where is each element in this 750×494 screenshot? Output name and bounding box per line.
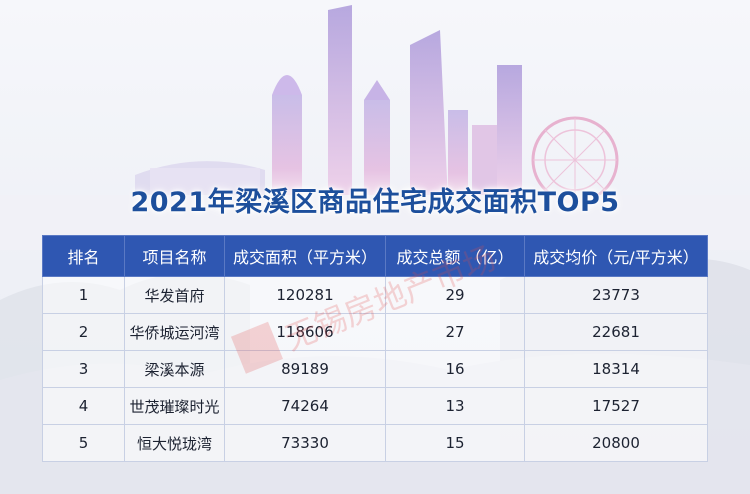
cell-rank: 2 [42, 313, 125, 351]
header-avg-price: 成交均价（元/平方米） [524, 235, 708, 277]
table-header-row: 排名 项目名称 成交面积（平方米） 成交总额 （亿） 成交均价（元/平方米） [42, 235, 708, 277]
cell-rank: 4 [42, 387, 125, 425]
cell-area: 73330 [224, 424, 386, 462]
cell-avg-price: 18314 [524, 350, 708, 388]
table-row: 1 华发首府 120281 29 23773 [42, 276, 708, 314]
cell-total: 13 [385, 387, 525, 425]
cell-project: 梁溪本源 [124, 350, 225, 388]
table-row: 3 梁溪本源 89189 16 18314 [42, 350, 708, 388]
cell-avg-price: 20800 [524, 424, 708, 462]
cell-rank: 5 [42, 424, 125, 462]
cell-area: 120281 [224, 276, 386, 314]
header-rank: 排名 [42, 235, 125, 277]
cell-project: 华侨城运河湾 [124, 313, 225, 351]
cell-project: 华发首府 [124, 276, 225, 314]
table-row: 4 世茂璀璨时光 74264 13 17527 [42, 387, 708, 425]
cell-project: 恒大悦珑湾 [124, 424, 225, 462]
cell-rank: 3 [42, 350, 125, 388]
cell-project: 世茂璀璨时光 [124, 387, 225, 425]
city-skyline-illustration [0, 5, 750, 250]
header-area: 成交面积（平方米） [224, 235, 386, 277]
cell-rank: 1 [42, 276, 125, 314]
cell-avg-price: 17527 [524, 387, 708, 425]
header-project: 项目名称 [124, 235, 225, 277]
table-row: 2 华侨城运河湾 118606 27 22681 [42, 313, 708, 351]
cell-total: 29 [385, 276, 525, 314]
page-title: 2021年梁溪区商品住宅成交面积TOP5 [130, 187, 620, 218]
top5-table: 排名 项目名称 成交面积（平方米） 成交总额 （亿） 成交均价（元/平方米） 1… [42, 235, 708, 462]
cell-area: 89189 [224, 350, 386, 388]
cell-avg-price: 22681 [524, 313, 708, 351]
cell-total: 27 [385, 313, 525, 351]
cell-area: 118606 [224, 313, 386, 351]
cell-avg-price: 23773 [524, 276, 708, 314]
cell-area: 74264 [224, 387, 386, 425]
cell-total: 15 [385, 424, 525, 462]
table-row: 5 恒大悦珑湾 73330 15 20800 [42, 424, 708, 462]
header-total: 成交总额 （亿） [385, 235, 525, 277]
cell-total: 16 [385, 350, 525, 388]
